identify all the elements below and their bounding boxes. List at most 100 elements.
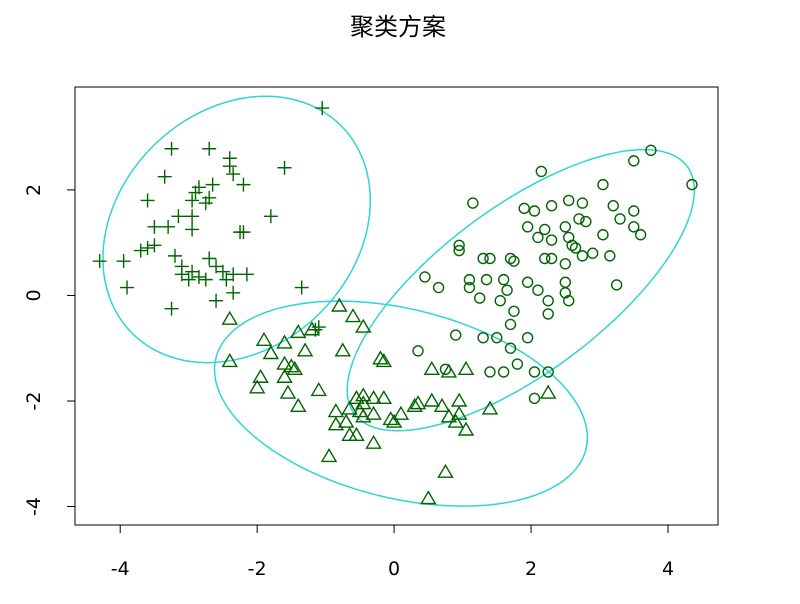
point bbox=[484, 366, 496, 378]
point bbox=[463, 281, 476, 294]
point bbox=[375, 389, 393, 405]
point bbox=[120, 280, 135, 295]
y-tick-label: -4 bbox=[23, 497, 45, 516]
point bbox=[628, 205, 640, 217]
point bbox=[375, 353, 393, 368]
point bbox=[185, 222, 200, 237]
point bbox=[491, 331, 503, 344]
point bbox=[521, 331, 534, 344]
point bbox=[645, 144, 657, 157]
point bbox=[337, 413, 355, 428]
point bbox=[188, 185, 203, 200]
point bbox=[92, 254, 107, 269]
point bbox=[563, 295, 575, 307]
point bbox=[450, 329, 462, 341]
point bbox=[528, 205, 541, 217]
point bbox=[185, 209, 200, 224]
point bbox=[303, 321, 321, 336]
point bbox=[236, 177, 251, 192]
point bbox=[480, 273, 493, 286]
point bbox=[140, 240, 155, 255]
point bbox=[686, 178, 698, 191]
point bbox=[315, 101, 330, 116]
point bbox=[597, 178, 609, 191]
point bbox=[277, 160, 292, 175]
point bbox=[545, 234, 558, 246]
point bbox=[255, 331, 273, 347]
point bbox=[497, 273, 510, 286]
point bbox=[226, 285, 241, 300]
point bbox=[294, 280, 309, 295]
point bbox=[508, 255, 520, 267]
chart-title: 聚类方案 bbox=[350, 13, 446, 41]
point bbox=[539, 384, 557, 399]
point bbox=[634, 229, 647, 241]
point bbox=[262, 345, 280, 360]
point bbox=[133, 243, 148, 258]
point bbox=[310, 382, 327, 397]
point bbox=[290, 323, 307, 339]
point bbox=[504, 342, 517, 354]
point bbox=[569, 242, 582, 254]
point bbox=[467, 197, 479, 209]
point bbox=[221, 310, 238, 325]
point bbox=[221, 353, 238, 368]
point bbox=[327, 403, 345, 418]
point bbox=[563, 194, 575, 207]
point bbox=[167, 248, 182, 263]
point bbox=[440, 363, 458, 378]
point bbox=[628, 155, 640, 167]
point bbox=[484, 252, 496, 265]
point bbox=[521, 276, 534, 288]
point bbox=[161, 219, 176, 234]
point bbox=[573, 213, 585, 225]
point bbox=[450, 405, 468, 420]
point bbox=[566, 239, 578, 252]
point bbox=[559, 258, 571, 270]
x-tick-label: 2 bbox=[525, 558, 537, 580]
point bbox=[276, 368, 293, 383]
point bbox=[518, 202, 530, 215]
point bbox=[209, 293, 224, 308]
point bbox=[481, 400, 499, 415]
point bbox=[341, 426, 358, 441]
point bbox=[198, 272, 213, 287]
x-tick-label: 0 bbox=[388, 558, 400, 580]
point bbox=[447, 413, 464, 428]
point bbox=[355, 408, 372, 423]
point bbox=[198, 196, 213, 211]
point bbox=[539, 252, 551, 265]
point bbox=[628, 221, 640, 233]
point bbox=[215, 264, 230, 279]
point bbox=[355, 387, 372, 402]
point bbox=[344, 308, 362, 323]
point bbox=[327, 416, 345, 431]
point bbox=[181, 272, 196, 287]
point bbox=[263, 209, 278, 224]
point bbox=[164, 301, 179, 316]
point bbox=[279, 384, 297, 399]
point bbox=[239, 267, 254, 282]
point bbox=[586, 247, 599, 259]
point bbox=[185, 193, 200, 208]
point bbox=[355, 318, 372, 333]
point bbox=[597, 229, 609, 241]
point bbox=[453, 239, 465, 252]
point bbox=[385, 413, 403, 428]
point bbox=[423, 360, 440, 376]
point bbox=[477, 331, 489, 344]
point bbox=[222, 159, 237, 174]
point bbox=[504, 318, 517, 331]
point bbox=[382, 411, 399, 426]
point bbox=[157, 169, 172, 184]
point bbox=[607, 200, 619, 212]
point bbox=[365, 389, 382, 405]
point bbox=[202, 251, 217, 266]
point bbox=[412, 345, 424, 357]
cluster-ellipse bbox=[213, 300, 589, 507]
x-tick-label: -4 bbox=[111, 558, 130, 580]
point bbox=[226, 167, 241, 182]
point bbox=[559, 276, 571, 288]
point bbox=[348, 426, 365, 441]
point bbox=[296, 342, 314, 357]
